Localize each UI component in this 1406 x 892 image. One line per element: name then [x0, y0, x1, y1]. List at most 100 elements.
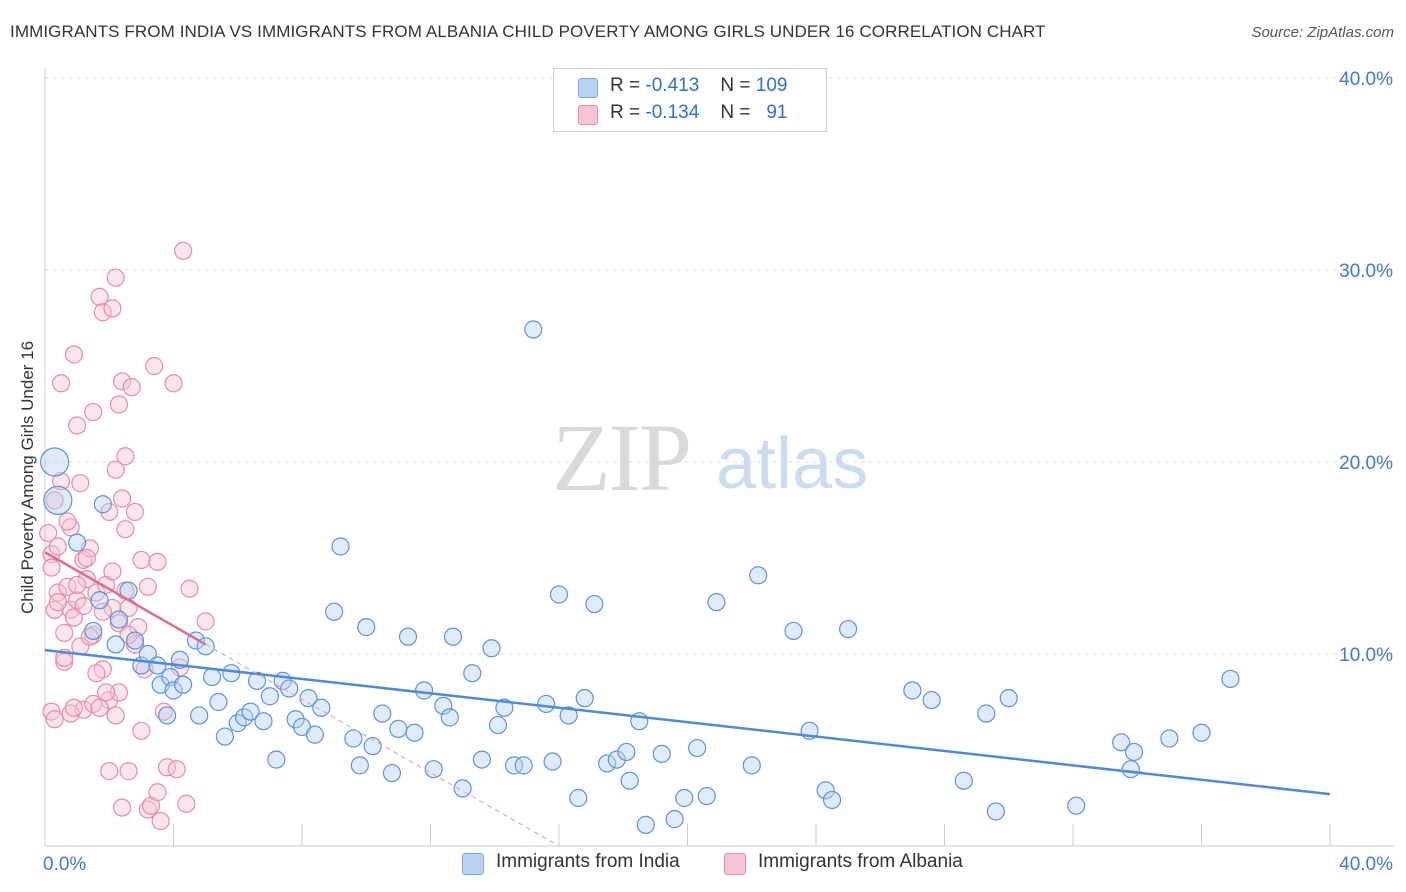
y-tick-label-2: 20.0%: [1339, 453, 1393, 474]
india-point: [607, 750, 626, 769]
watermark-atlas: atlas: [716, 424, 868, 504]
india-point: [569, 788, 588, 808]
india-point: [707, 593, 726, 612]
albania-point: [42, 558, 61, 577]
correlation-legend: R = -0.413 N = 109 R = -0.134 N = 91: [553, 68, 827, 132]
india-point: [389, 719, 408, 738]
india-point: [1067, 796, 1086, 815]
india-point: [620, 771, 639, 790]
india-point: [398, 627, 418, 646]
albania-point: [132, 550, 151, 570]
india-point: [280, 679, 299, 698]
india-n-label: N =: [720, 75, 751, 96]
india-swatch: [578, 78, 598, 98]
albania-trendline: [44, 551, 207, 646]
albania-point: [129, 618, 148, 637]
albania-point: [132, 721, 151, 740]
albania-point: [61, 704, 80, 723]
albania-point: [39, 523, 58, 543]
india-point: [575, 689, 594, 708]
india-point: [90, 591, 109, 610]
india-point: [405, 723, 424, 742]
india-point: [839, 619, 858, 639]
y-tick-label-3: 30.0%: [1339, 261, 1393, 282]
albania-point: [174, 241, 193, 260]
india-point: [463, 664, 482, 683]
india-point: [543, 752, 562, 771]
india-point: [373, 704, 392, 723]
albania-swatch: [578, 105, 598, 125]
india-r-value: -0.413: [645, 75, 700, 96]
albania-point: [96, 683, 116, 702]
india-point: [209, 692, 228, 712]
india-point: [742, 756, 761, 775]
india-point: [665, 810, 684, 829]
india-point: [559, 706, 578, 725]
india-point: [434, 696, 453, 715]
india-point: [784, 621, 803, 641]
albania-point: [64, 345, 84, 364]
india-point: [549, 585, 569, 604]
albania-points: [39, 241, 215, 831]
albania-point: [148, 552, 167, 571]
albania-point: [74, 550, 93, 570]
albania-point: [112, 798, 132, 817]
india-point: [488, 715, 508, 735]
india-point: [325, 602, 344, 621]
india-point: [202, 667, 222, 687]
india-point: [222, 664, 241, 683]
india-point: [504, 756, 524, 775]
albania-point: [48, 537, 67, 556]
albania-point: [122, 378, 141, 397]
india-point: [524, 320, 543, 339]
albania-n-label: N =: [720, 102, 751, 123]
india-point: [40, 447, 70, 477]
albania-point: [90, 698, 109, 717]
albania-point: [55, 623, 74, 642]
india-point: [1160, 729, 1179, 748]
grid-lines: [45, 77, 1395, 655]
albania-point: [48, 593, 67, 612]
x-tick-label-min: 0.0%: [43, 854, 86, 875]
india-point: [977, 704, 996, 723]
albania-legend-swatch: [724, 853, 746, 875]
india-point: [1121, 760, 1140, 779]
albania-point: [109, 395, 128, 414]
india-point: [482, 639, 501, 658]
y-axis-label: Child Poverty Among Girls Under 16: [18, 340, 37, 614]
albania-point: [80, 627, 100, 646]
india-legend-swatch: [462, 853, 484, 875]
india-point: [312, 698, 331, 717]
albania-point: [45, 491, 64, 510]
india-point: [241, 702, 260, 721]
india-point: [1221, 669, 1240, 689]
india-n-value: 109: [755, 75, 788, 96]
india-point: [598, 754, 617, 773]
india-point: [344, 729, 363, 748]
albania-point: [112, 372, 132, 391]
india-point: [652, 744, 671, 763]
albania-point: [100, 762, 119, 781]
india-point: [1112, 733, 1131, 752]
albania-point: [106, 268, 125, 287]
albania-point: [103, 299, 122, 318]
albania-point: [151, 811, 170, 831]
india-point: [999, 689, 1018, 708]
india-point: [190, 706, 209, 725]
albania-point: [71, 474, 90, 493]
albania-point: [196, 612, 215, 631]
albania-r-value: -0.134: [645, 102, 700, 123]
india-point: [537, 694, 556, 714]
albania-point: [51, 472, 71, 491]
albania-point: [167, 760, 186, 779]
source-label: Source: ZipAtlas.com: [1251, 24, 1394, 41]
india-point: [453, 779, 472, 798]
albania-point: [68, 416, 87, 435]
albania-point: [125, 502, 145, 522]
albania-point: [119, 762, 138, 781]
india-point: [617, 742, 636, 762]
albania-n-value: 91: [766, 102, 788, 123]
albania-point: [138, 577, 157, 596]
albania-point: [61, 518, 80, 537]
india-point: [1124, 742, 1144, 762]
